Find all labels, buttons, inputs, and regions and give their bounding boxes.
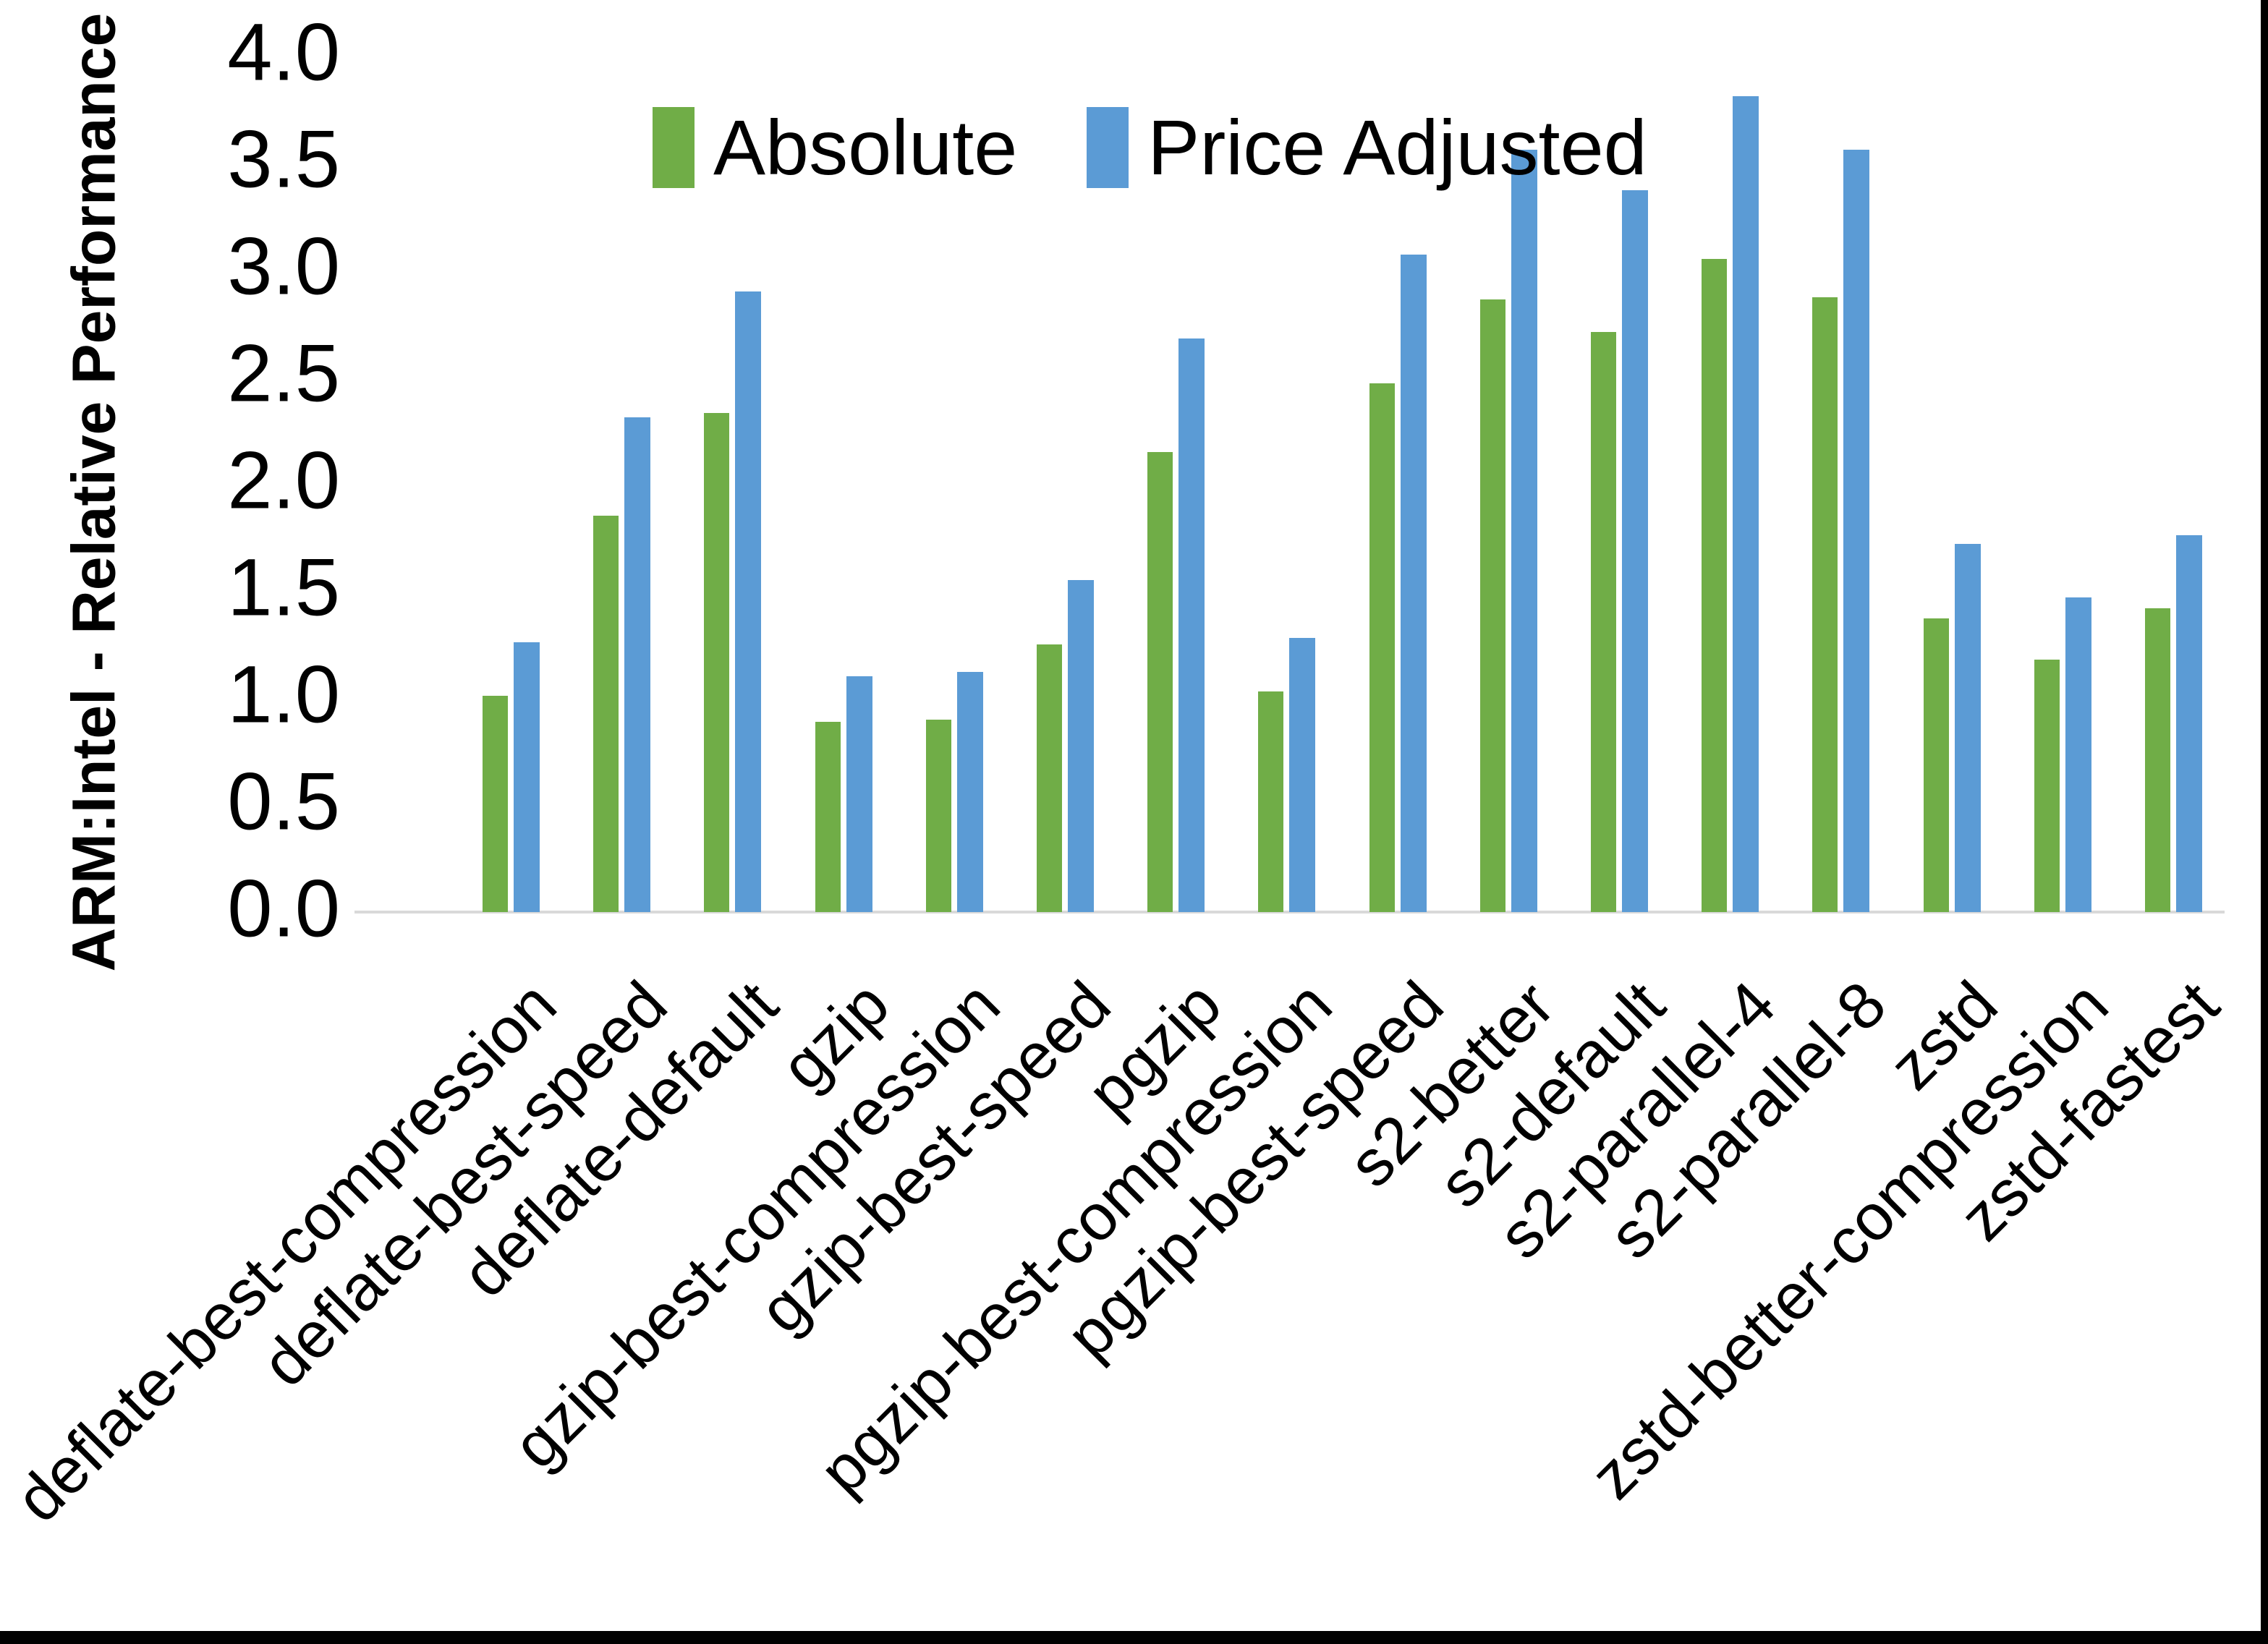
y-tick-label: 2.0 <box>227 435 340 526</box>
y-tick-label: 3.0 <box>227 221 340 312</box>
bar-absolute <box>593 516 619 912</box>
legend-item-absolute: Absolute <box>653 107 1017 188</box>
bar-absolute <box>483 696 508 912</box>
bar-price-adjusted <box>1178 338 1205 912</box>
bar-price-adjusted <box>1954 543 1981 912</box>
legend-swatch-price-adjusted <box>1087 107 1129 188</box>
y-tick-label: 0.0 <box>227 863 340 954</box>
bar-price-adjusted <box>2176 535 2202 912</box>
bar-price-adjusted <box>846 676 872 912</box>
screen-edge-right <box>2261 0 2268 1644</box>
y-tick-label: 0.5 <box>227 756 340 847</box>
bar-price-adjusted <box>956 672 983 912</box>
y-tick-label: 1.0 <box>227 649 340 740</box>
x-axis-line <box>354 911 2225 913</box>
bar-price-adjusted <box>1843 150 1870 912</box>
bar-price-adjusted <box>1622 190 1648 912</box>
bar-price-adjusted <box>1733 96 1759 912</box>
y-tick-label: 1.5 <box>227 542 340 633</box>
bar-price-adjusted <box>624 417 651 912</box>
screen-edge-bottom <box>0 1631 2268 1644</box>
bar-price-adjusted <box>514 642 540 912</box>
bar-price-adjusted <box>1289 638 1316 912</box>
bar-absolute <box>2034 659 2060 912</box>
bar-absolute <box>1812 297 1838 912</box>
legend-item-price-adjusted: Price Adjusted <box>1087 107 1647 188</box>
bar-absolute <box>925 719 951 912</box>
bar-absolute <box>704 413 730 912</box>
legend-swatch-absolute <box>653 107 695 188</box>
y-tick-label: 3.5 <box>227 114 340 205</box>
bar-absolute <box>1369 383 1395 912</box>
bar-absolute <box>1923 618 1949 912</box>
bar-price-adjusted <box>1400 255 1427 912</box>
bar-absolute <box>1479 299 1505 912</box>
bar-absolute <box>1258 691 1284 912</box>
bar-absolute <box>1591 331 1616 912</box>
y-tick-label: 2.5 <box>227 328 340 419</box>
bar-absolute <box>1147 451 1173 912</box>
legend: Absolute Price Adjusted <box>653 107 1647 188</box>
legend-label-price-adjusted: Price Adjusted <box>1147 103 1647 191</box>
y-tick-label: 4.0 <box>227 7 340 98</box>
bar-absolute <box>2145 608 2170 912</box>
bar-price-adjusted <box>1068 580 1094 912</box>
bar-price-adjusted <box>2065 597 2091 912</box>
bar-absolute <box>1037 644 1062 912</box>
bar-price-adjusted <box>1511 150 1537 912</box>
legend-label-absolute: Absolute <box>713 103 1018 191</box>
bar-price-adjusted <box>735 291 762 912</box>
bar-absolute <box>815 721 841 912</box>
bar-absolute <box>1702 259 1728 912</box>
